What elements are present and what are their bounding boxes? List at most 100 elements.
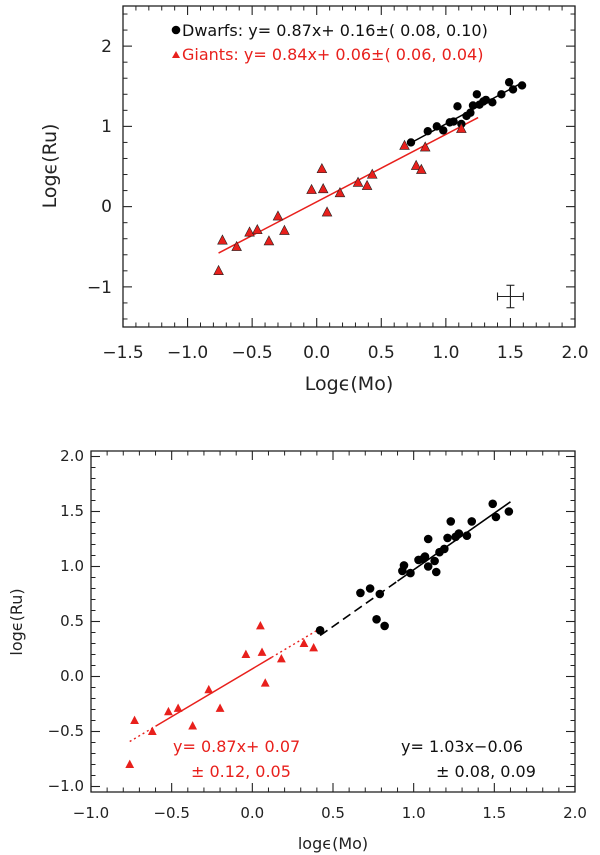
top-y-axis-title: Logϵ(Ru) — [39, 124, 61, 209]
top-y-tick-label: 1 — [101, 117, 112, 137]
circle-point — [315, 626, 325, 635]
giant-point — [263, 235, 275, 246]
giant-point — [366, 168, 378, 179]
bottom-y-tick-labels: −1.0 −0.5 0.0 0.5 1.0 1.5 2.0 — [48, 447, 84, 795]
giant-point — [352, 176, 364, 187]
triangle-point — [204, 684, 214, 694]
circle-point — [467, 517, 477, 526]
bottom-y-tick-label: 0.0 — [60, 667, 84, 685]
giant-point — [416, 163, 427, 174]
giant-point — [456, 122, 467, 133]
circle-point — [504, 507, 514, 516]
circle-point — [372, 615, 381, 624]
dwarf-point — [508, 85, 518, 94]
top-x-tick-label: 0.0 — [303, 343, 330, 363]
bottom-data-points — [125, 499, 514, 769]
top-x-tick-label: −0.5 — [231, 343, 272, 363]
giant-point — [317, 183, 329, 194]
bottom-x-tick-label: 2.0 — [563, 804, 587, 822]
dwarf-point — [497, 90, 506, 99]
dwarf-point — [466, 108, 475, 117]
circle-point — [491, 512, 501, 522]
black-fit-line — [397, 501, 511, 582]
legend-dwarfs-marker — [171, 25, 181, 35]
circle-point — [423, 562, 433, 571]
circle-point — [431, 567, 441, 577]
top-y-tick-label: −1 — [87, 278, 112, 298]
circle-point — [406, 568, 415, 578]
bottom-fit-lines — [129, 501, 511, 743]
black-fit-equation: y= 1.03x−0.06 — [401, 737, 523, 756]
top-x-tick-label: 1.0 — [432, 343, 459, 363]
top-error-bar — [496, 284, 524, 309]
bottom-annotations: y= 0.87x+ 0.07 ± 0.12, 0.05 y= 1.03x−0.0… — [173, 737, 536, 781]
dwarf-point — [472, 90, 482, 99]
circle-point — [462, 531, 472, 540]
giant-point — [252, 223, 263, 235]
triangle-point — [241, 649, 251, 659]
triangle-point — [173, 703, 183, 712]
giant-point — [321, 206, 333, 217]
bottom-y-tick-label: 0.5 — [60, 612, 84, 630]
top-y-tick-label: 0 — [101, 197, 112, 217]
dwarf-point — [423, 126, 432, 136]
triangle-point — [257, 647, 267, 656]
top-x-tick-label: −1.0 — [167, 343, 208, 363]
triangle-point — [215, 703, 225, 712]
bottom-x-tick-label: 0.5 — [321, 804, 345, 822]
dwarf-point — [439, 126, 448, 135]
bottom-y-tick-label: −1.0 — [48, 777, 84, 795]
giant-point — [334, 187, 346, 198]
dwarf-point — [406, 138, 416, 147]
top-x-tick-label: −1.5 — [102, 343, 143, 363]
circle-point — [399, 561, 409, 570]
triangle-point — [309, 643, 319, 652]
dwarf-point — [504, 78, 514, 87]
circle-point — [380, 621, 389, 631]
dwarf-point — [488, 98, 497, 107]
top-x-tick-label: 2.0 — [561, 343, 588, 363]
bottom-panel: −1.0 −0.5 0.0 0.5 1.0 1.5 2.0 −1.0 −0.5 … — [7, 447, 587, 853]
dwarf-point — [449, 117, 458, 126]
giant-point — [272, 210, 284, 221]
top-y-tick-label: 2 — [101, 37, 112, 57]
circle-point — [420, 552, 430, 561]
dwarf-point — [468, 101, 478, 110]
bottom-y-tick-label: 1.5 — [60, 502, 84, 520]
bottom-x-tick-label: 1.0 — [402, 804, 426, 822]
top-x-tick-label: 0.5 — [368, 343, 395, 363]
top-legend: Dwarfs: y= 0.87x+ 0.16±( 0.08, 0.10) Gia… — [171, 21, 488, 64]
bottom-x-tick-label: 1.5 — [482, 804, 506, 822]
red-fit-equation: y= 0.87x+ 0.07 — [173, 737, 300, 756]
triangle-point — [188, 721, 198, 730]
giant-point — [306, 183, 317, 194]
top-panel: −1.5 −1.0 −0.5 0.0 0.5 1.0 1.5 2.0 −1 0 … — [39, 5, 589, 395]
giant-point — [244, 226, 255, 237]
circle-point — [488, 499, 498, 509]
bottom-x-tick-label: −0.5 — [153, 804, 189, 822]
legend-giants-marker — [172, 51, 180, 58]
triangle-point — [125, 759, 135, 769]
triangle-point — [130, 715, 139, 725]
giant-point — [213, 264, 224, 275]
bottom-y-axis-title: logϵ(Ru) — [7, 588, 26, 655]
fit-line-giants — [218, 116, 479, 254]
legend-giants-text: Giants: y= 0.84x+ 0.06±( 0.06, 0.04) — [182, 45, 483, 64]
red-fit-uncertainty: ± 0.12, 0.05 — [191, 762, 291, 781]
top-axis-ticks — [122, 6, 576, 327]
circle-point — [375, 589, 385, 599]
bottom-y-tick-label: −0.5 — [48, 722, 84, 740]
dwarf-point — [517, 81, 527, 90]
circle-point — [365, 584, 375, 593]
circle-point — [356, 588, 365, 598]
giant-point — [231, 240, 242, 251]
top-y-tick-labels: −1 0 1 2 — [87, 37, 112, 298]
red-fit-dotted — [271, 629, 318, 658]
giant-point — [361, 179, 373, 190]
red-fit-line — [155, 656, 273, 727]
black-fit-dashed — [319, 580, 398, 637]
triangle-point — [147, 726, 157, 736]
legend-dwarfs-text: Dwarfs: y= 0.87x+ 0.16±( 0.08, 0.10) — [182, 21, 488, 40]
circle-point — [446, 517, 456, 526]
top-x-tick-labels: −1.5 −1.0 −0.5 0.0 0.5 1.0 1.5 2.0 — [102, 343, 588, 363]
